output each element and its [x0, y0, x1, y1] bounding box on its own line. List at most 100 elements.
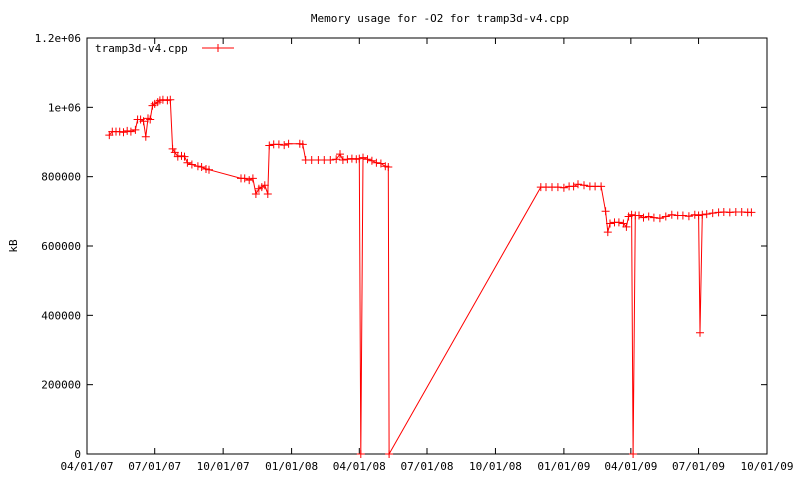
y-axis-ticks: 0 200000 400000 600000 800000 1e+06 1.2e+06 — [35, 32, 767, 461]
data-point — [635, 211, 643, 220]
data-point — [684, 212, 693, 221]
data-point — [166, 95, 175, 104]
data-point — [245, 176, 254, 185]
data-point — [696, 328, 704, 337]
data-point — [284, 139, 293, 148]
legend: tramp3d-v4.cpp — [95, 42, 234, 55]
data-point — [639, 213, 648, 222]
y-tick-label: 1e+06 — [48, 101, 81, 114]
y-tick-label: 1.2e+06 — [35, 32, 81, 45]
data-point — [119, 128, 128, 137]
data-point — [343, 155, 352, 164]
legend-label: tramp3d-v4.cpp — [95, 42, 188, 55]
y-tick-label: 200000 — [41, 379, 81, 392]
data-point — [139, 117, 148, 126]
data-point — [385, 450, 394, 458]
data-point — [356, 450, 365, 458]
data-point — [569, 182, 578, 191]
data-point — [678, 211, 687, 220]
data-point — [649, 213, 658, 222]
legend-marker — [214, 44, 222, 52]
y-tick-label: 400000 — [41, 309, 81, 322]
data-point — [131, 125, 140, 134]
data-point — [193, 162, 202, 171]
x-axis-ticks: 04/01/07 07/01/07 10/01/07 01/01/08 04/01/08… — [61, 38, 794, 473]
data-point — [173, 152, 182, 161]
data-point — [180, 152, 189, 161]
data-point — [708, 209, 717, 218]
x-tick-label: 01/01/08 — [265, 460, 318, 473]
data-point — [205, 165, 213, 174]
data-point — [702, 210, 711, 219]
data-point — [597, 182, 606, 191]
data-point — [141, 132, 150, 141]
x-tick-label: 07/01/08 — [401, 460, 454, 473]
x-tick-label: 04/01/07 — [61, 460, 114, 473]
data-point — [148, 101, 157, 110]
data-point — [263, 190, 272, 198]
data-point — [197, 163, 206, 171]
data-point — [298, 140, 307, 149]
data-point — [655, 214, 664, 223]
y-tick-label: 800000 — [41, 171, 81, 184]
data-point — [559, 183, 568, 192]
x-tick-label: 10/01/08 — [469, 460, 522, 473]
data-point — [347, 154, 356, 163]
data-point — [126, 127, 135, 136]
data-point — [146, 115, 155, 124]
data-point — [280, 141, 289, 150]
data-point — [694, 211, 703, 220]
data-point — [690, 210, 699, 219]
data-point — [123, 126, 132, 135]
x-tick-label: 10/01/07 — [197, 460, 250, 473]
data-point — [661, 212, 670, 221]
data-point — [248, 174, 257, 183]
data-point — [251, 190, 260, 198]
data-point — [574, 180, 582, 189]
data-point — [622, 222, 631, 231]
chart-title: Memory usage for -O2 for tramp3d-v4.cpp — [311, 12, 569, 25]
plot-area-frame — [86, 37, 768, 455]
data-point — [553, 183, 562, 192]
x-tick-label: 07/01/07 — [128, 460, 181, 473]
data-point — [240, 174, 249, 183]
data-point — [336, 150, 344, 159]
data-point — [606, 219, 614, 228]
data-point — [698, 210, 707, 219]
data-point — [376, 159, 385, 168]
data-point — [338, 156, 347, 164]
data-point — [627, 210, 636, 219]
data-point — [601, 207, 610, 216]
data-point — [614, 218, 623, 227]
y-tick-label: 0 — [74, 448, 81, 461]
data-point — [667, 210, 676, 219]
x-tick-label: 01/01/09 — [537, 460, 590, 473]
data-point — [372, 158, 381, 167]
series-layer — [105, 95, 756, 458]
data-point — [384, 163, 393, 171]
x-tick-label: 04/01/09 — [604, 460, 657, 473]
data-point — [168, 144, 177, 153]
data-point — [307, 156, 316, 164]
data-point — [629, 450, 638, 458]
y-axis-label: kB — [7, 239, 20, 253]
y-tick-label: 600000 — [41, 240, 81, 253]
data-point — [115, 127, 124, 136]
x-tick-label: 10/01/09 — [741, 460, 794, 473]
data-point — [363, 155, 372, 164]
data-point — [747, 208, 756, 217]
data-point — [158, 95, 167, 104]
data-point — [326, 156, 335, 164]
data-point — [274, 140, 283, 149]
data-point — [187, 160, 196, 169]
data-point — [367, 156, 376, 165]
x-tick-label: 07/01/09 — [672, 460, 725, 473]
data-point — [359, 153, 367, 162]
data-point — [644, 212, 653, 221]
data-point — [603, 228, 612, 237]
series-line — [108, 99, 752, 456]
data-point — [332, 155, 341, 164]
data-point — [170, 148, 179, 157]
